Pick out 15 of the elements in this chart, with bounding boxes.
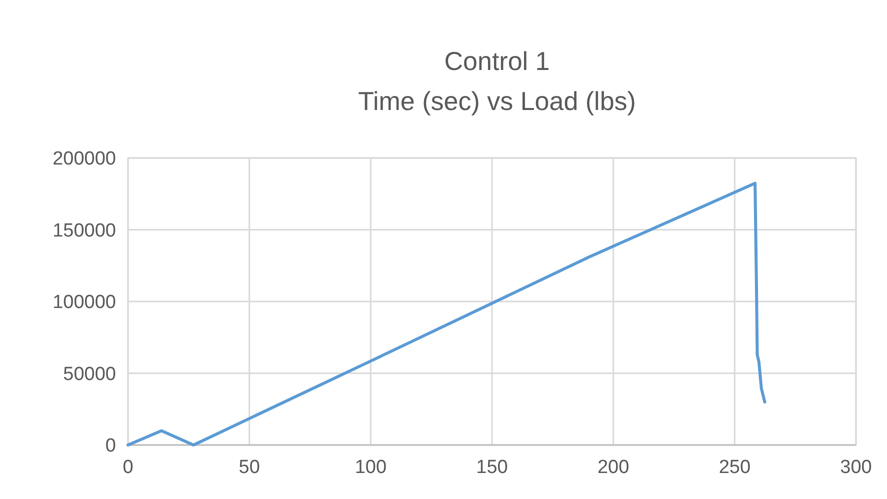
chart-title: Control 1 — [444, 46, 550, 76]
chart-subtitle: Time (sec) vs Load (lbs) — [358, 86, 636, 116]
y-tick-label: 100000 — [52, 292, 116, 314]
line-series — [126, 182, 766, 446]
x-tick-label: 0 — [122, 457, 134, 478]
x-tick-label: 150 — [476, 457, 508, 478]
x-tick-label: 300 — [840, 457, 872, 478]
x-tick-label: 250 — [718, 457, 751, 478]
y-tick-label: 0 — [105, 436, 116, 457]
y-tick-label: 150000 — [52, 220, 116, 242]
x-tick-label: 100 — [354, 457, 387, 478]
y-tick-label: 200000 — [52, 148, 116, 170]
y-tick-label: 50000 — [63, 364, 116, 385]
x-tick-label: 200 — [597, 457, 630, 478]
x-tick-label: 50 — [238, 457, 260, 478]
